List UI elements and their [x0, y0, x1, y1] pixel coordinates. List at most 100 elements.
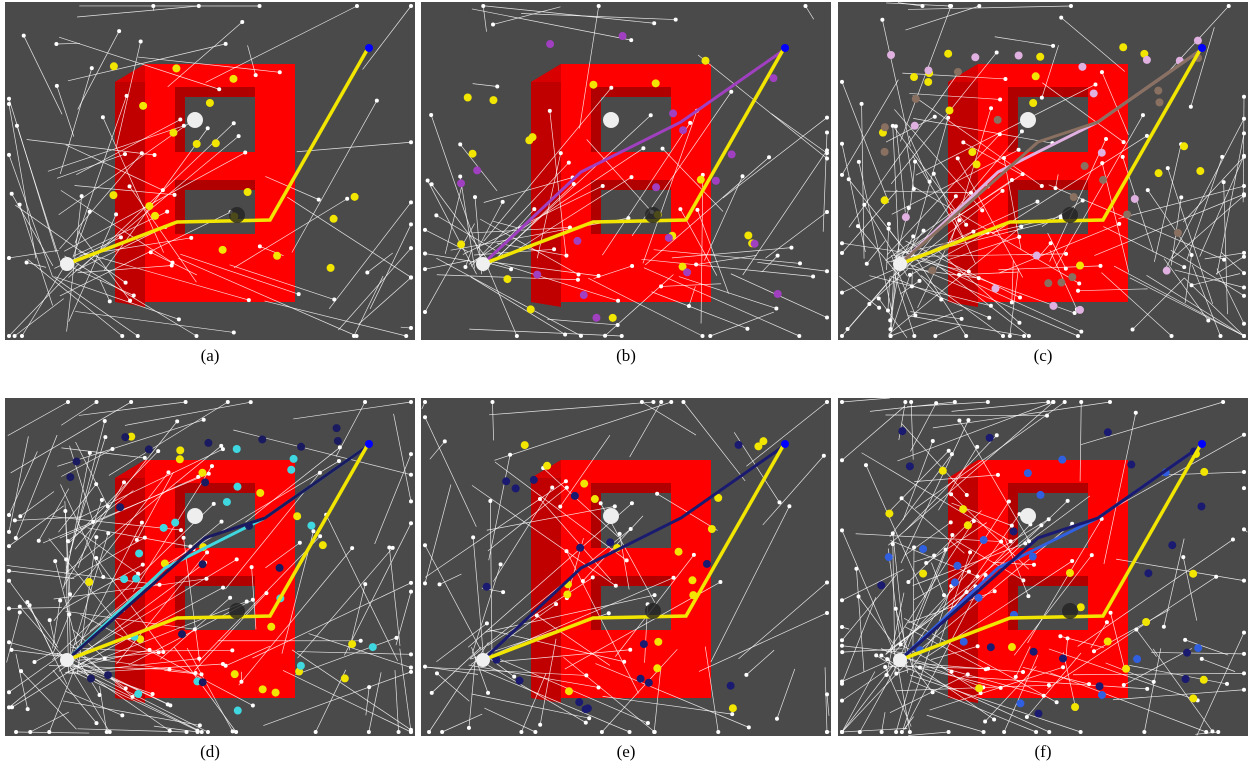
sample-node — [1183, 649, 1191, 657]
sample-node — [1180, 142, 1188, 150]
goal — [1198, 440, 1206, 448]
sample-node — [502, 477, 510, 485]
tree-node — [512, 675, 516, 679]
tree-node — [1003, 77, 1007, 81]
tree-node — [123, 152, 127, 156]
tree-node — [237, 134, 241, 138]
tree-node — [53, 559, 57, 563]
tree-node — [1200, 657, 1204, 661]
tree-node — [105, 730, 109, 734]
tree-node — [688, 121, 692, 125]
sample-node — [924, 66, 932, 74]
tree-node — [141, 563, 145, 567]
tree-node — [375, 99, 379, 103]
tree-node — [158, 583, 162, 587]
tree-node — [94, 535, 98, 539]
caption: (b) — [616, 346, 636, 365]
tree-node — [151, 692, 155, 696]
tree-node — [156, 449, 160, 453]
sample-node — [334, 437, 342, 445]
tree-node — [840, 173, 844, 177]
sample-node — [223, 498, 231, 506]
tree-node — [928, 180, 932, 184]
tree-node — [1064, 267, 1068, 271]
tree-node — [103, 419, 107, 423]
tree-node — [900, 730, 904, 734]
sample-node — [1076, 262, 1084, 270]
tree-node — [228, 596, 232, 600]
tree-node — [825, 151, 829, 155]
tree-node — [659, 284, 663, 288]
tree-node — [965, 493, 969, 497]
tree-node — [797, 334, 801, 338]
tree-node — [179, 528, 183, 532]
tree-node — [840, 458, 844, 462]
sample-node — [1189, 570, 1197, 578]
sample-node — [987, 643, 995, 651]
tree-node — [1026, 594, 1030, 598]
tree-node — [1076, 334, 1080, 338]
tree-node — [789, 246, 793, 250]
tree-node — [1100, 161, 1104, 165]
scene-panel — [5, 398, 415, 736]
tree-node — [1025, 715, 1029, 719]
sample-node — [759, 437, 767, 445]
tree-node — [232, 330, 236, 334]
tree-node — [10, 648, 14, 652]
tree-node — [1045, 414, 1049, 418]
tree-node — [1242, 131, 1246, 135]
obstacle-sphere — [645, 603, 661, 619]
tree-node — [581, 579, 585, 583]
sample-node — [293, 512, 301, 520]
tree-node — [1221, 400, 1225, 404]
tree-node — [95, 400, 99, 404]
sample-node — [1155, 169, 1163, 177]
sample-node — [169, 129, 177, 137]
tree-node — [7, 256, 11, 260]
tree-node — [355, 334, 359, 338]
sample-node — [1078, 63, 1086, 71]
sample-node — [145, 202, 153, 210]
tree-node — [572, 182, 576, 186]
sample-node — [1127, 461, 1135, 469]
tree-node — [950, 533, 954, 537]
tree-node — [825, 116, 829, 120]
tree-node — [177, 317, 181, 321]
tree-node — [7, 569, 11, 573]
tree-node — [629, 38, 633, 42]
sample-node — [178, 630, 186, 638]
tree-node — [947, 730, 951, 734]
scene-panel — [421, 398, 831, 736]
sample-node — [1098, 691, 1106, 699]
tree-node — [655, 492, 659, 496]
tree-node — [825, 580, 829, 584]
tree-node — [409, 222, 413, 226]
sample-node — [728, 150, 736, 158]
tree-node — [745, 327, 749, 331]
tree-node — [485, 621, 489, 625]
sample-node — [134, 690, 142, 698]
tree-node — [1218, 334, 1222, 338]
sample-node — [1008, 643, 1016, 651]
sample-node — [1033, 252, 1041, 260]
sample-node — [945, 106, 953, 114]
sample-node — [645, 679, 653, 687]
sample-node — [1076, 306, 1084, 314]
obstacle-sphere — [229, 603, 245, 619]
start — [476, 257, 490, 271]
sample-node — [1189, 694, 1197, 702]
tree-node — [995, 433, 999, 437]
tree-node — [1222, 258, 1226, 262]
sample-node — [584, 704, 592, 712]
sample-node — [591, 495, 599, 503]
obstacle-sphere — [1062, 207, 1078, 223]
sample-node — [546, 40, 554, 48]
tree-node — [1092, 649, 1096, 653]
tree-node — [840, 638, 844, 642]
tree-node — [931, 439, 935, 443]
sample-node — [521, 441, 529, 449]
tree-node — [1066, 499, 1070, 503]
tree-node — [365, 270, 369, 274]
sample-node — [675, 548, 683, 556]
sample-node — [951, 578, 959, 586]
